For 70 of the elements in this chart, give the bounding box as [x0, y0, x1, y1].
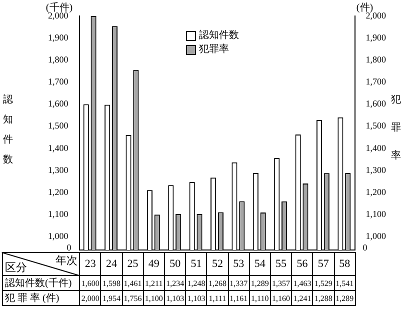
y2-tick-label: 1,900	[366, 32, 386, 42]
x-tick-label: 58	[334, 252, 356, 276]
x-tick-label: 53	[228, 252, 250, 276]
data-label: 1,110	[249, 290, 270, 306]
y2-tick-label: 1,500	[366, 120, 386, 131]
y-tick-label: 1,400	[48, 142, 69, 153]
x-tick-label: 51	[186, 252, 207, 276]
y2-tick-label: 1,300	[366, 164, 386, 175]
x-tick-label: 57	[312, 252, 334, 276]
x-tick-label: 49	[143, 252, 164, 276]
y2-tick-label: 1,100	[366, 209, 386, 220]
data-label: 1,756	[122, 290, 144, 306]
y2-tick-label: 1,600	[366, 98, 386, 109]
x-tick-label: 50	[164, 252, 186, 276]
x-tick-label: 25	[122, 252, 144, 276]
data-label: 1,289	[249, 276, 270, 290]
data-label: 1,598	[100, 276, 122, 290]
y2-tick-label: 1,400	[366, 142, 386, 153]
y-axis-title: 認知件数	[3, 94, 13, 166]
data-label: 1,461	[122, 276, 144, 290]
y-tick-label: 1,800	[48, 54, 69, 65]
legend-label: 認知件数	[199, 30, 239, 41]
x-tick-label: 56	[292, 252, 313, 276]
y-tick-label: 1,100	[48, 209, 69, 220]
y2-tick-label: 1,000	[366, 231, 386, 242]
data-label: 1,241	[292, 290, 313, 306]
text: 区分	[5, 261, 27, 275]
data-label: 1,529	[312, 276, 334, 290]
y-tick-label: 1,600	[48, 98, 69, 109]
data-label: 1,954	[100, 290, 122, 306]
text: 0	[362, 242, 368, 252]
data-label: 1,600	[80, 276, 101, 290]
y-tick-label: 1,500	[48, 120, 69, 131]
x-tick-label: 55	[270, 252, 292, 276]
x-tick-label: 52	[206, 252, 228, 276]
data-label: 1,248	[186, 276, 207, 290]
data-label: 1,288	[312, 290, 334, 306]
y-tick-label: 1,300	[48, 164, 69, 175]
text: (千件)	[46, 2, 73, 14]
y-tick-label: 1,200	[48, 186, 69, 197]
text: 認知件数(千件)	[2, 276, 80, 290]
y2-tick-label: 1,700	[366, 76, 386, 87]
text: 犯罪率	[391, 94, 401, 162]
data-label: 1,211	[143, 276, 164, 290]
y2-tick-label: 1,200	[366, 186, 386, 197]
data-label: 1,160	[270, 290, 292, 306]
data-label: 2,000	[80, 290, 101, 306]
x-tick-label: 24	[100, 252, 122, 276]
text: 年次	[55, 254, 78, 268]
data-label: 1,268	[206, 276, 228, 290]
x-tick-label: 54	[249, 252, 270, 276]
y2-tick-label: 1,800	[366, 54, 386, 65]
y-tick-label: 1,900	[48, 32, 69, 42]
data-label: 1,463	[292, 276, 313, 290]
y-tick-label: 1,000	[48, 231, 69, 242]
legend-label: 犯罪率	[199, 44, 229, 55]
data-label: 1,111	[206, 290, 228, 306]
data-label: 1,234	[164, 276, 186, 290]
data-label: 1,357	[270, 276, 292, 290]
text: 犯 罪 率 (件)	[2, 290, 80, 306]
data-label: 1,541	[334, 276, 356, 290]
text: 0	[66, 242, 72, 252]
x-tick-label: 23	[80, 252, 101, 276]
data-label: 1,100	[143, 290, 164, 306]
data-label: 1,103	[186, 290, 207, 306]
y-tick-label: 1,700	[48, 76, 69, 87]
data-label: 1,103	[164, 290, 186, 306]
data-label: 1,337	[228, 276, 250, 290]
data-label: 1,289	[334, 290, 356, 306]
data-label: 1,161	[228, 290, 250, 306]
